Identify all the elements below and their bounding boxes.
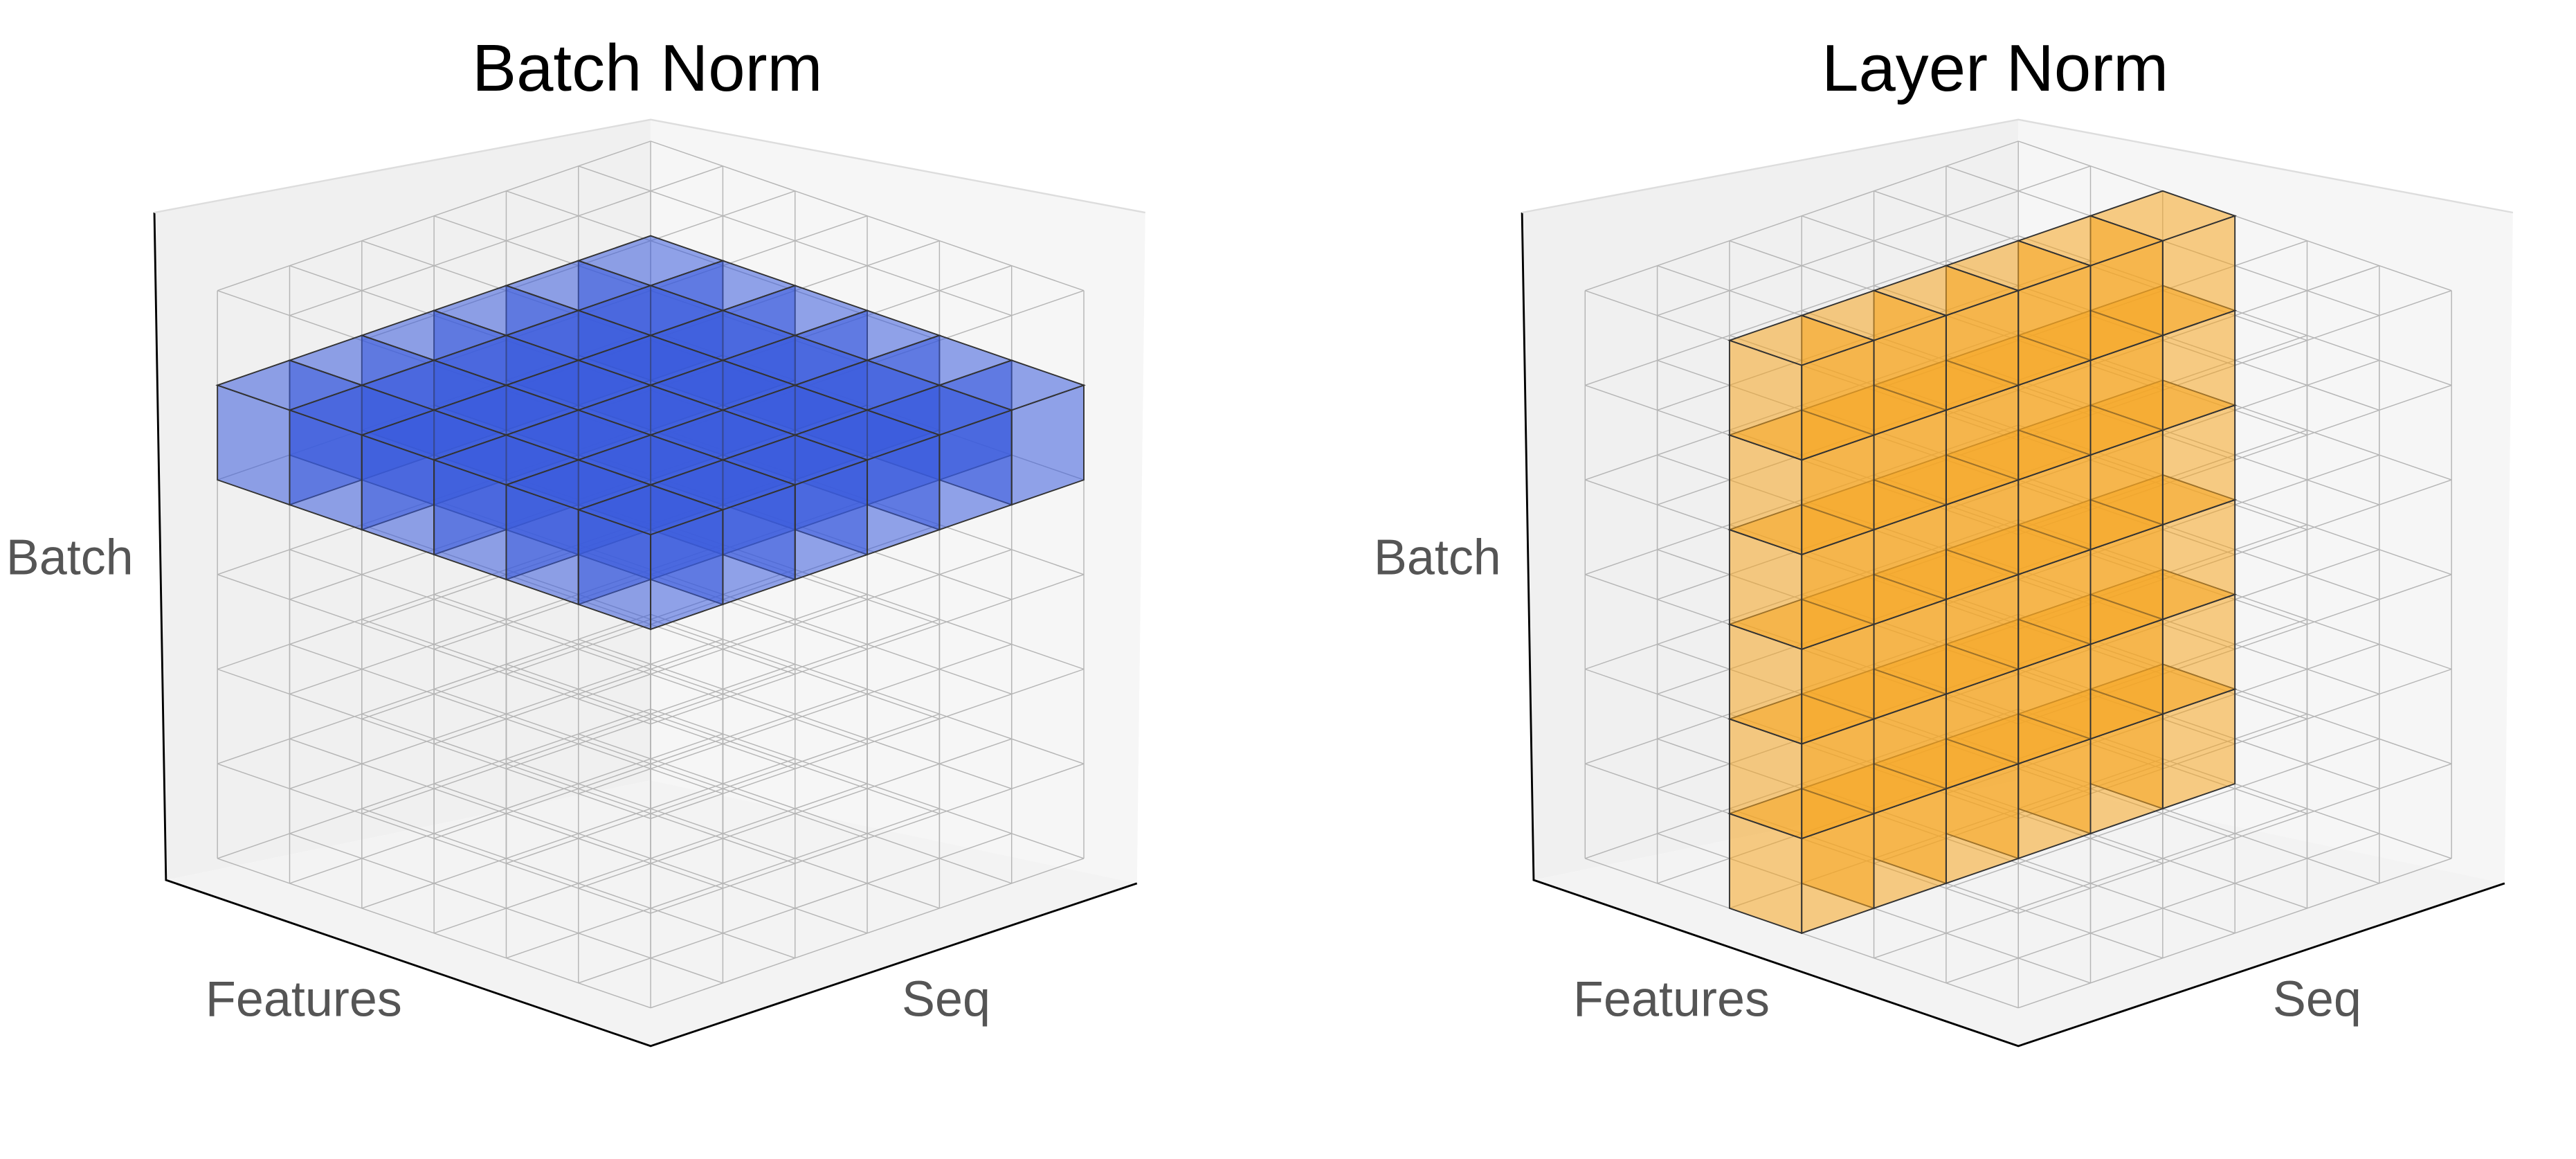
axis-line: [1521, 212, 2505, 1048]
grid-line: [1585, 141, 2019, 291]
axis-line: [153, 212, 1138, 1048]
grid-line: [650, 141, 1085, 291]
layer-norm-panel: [1521, 118, 2514, 1048]
axis-label: Seq: [902, 972, 990, 1027]
batch-norm-panel: [153, 118, 1145, 1048]
axis-label: Batch: [6, 530, 134, 586]
grid-line: [650, 613, 1085, 764]
panel-title: Layer Norm: [1822, 31, 2168, 105]
axis-label: Seq: [2273, 972, 2361, 1027]
grid-line: [217, 141, 651, 291]
cell-face: [1801, 339, 1875, 461]
axis-label: Features: [206, 972, 402, 1027]
pane-edge: [1521, 118, 2514, 214]
pane-edge: [154, 118, 1145, 214]
panel-title: Batch Norm: [472, 31, 822, 105]
axis-label: Batch: [1374, 530, 1501, 586]
grid-line: [650, 708, 1085, 859]
cell-face: [650, 508, 724, 631]
axis-label: Features: [1573, 972, 1770, 1027]
